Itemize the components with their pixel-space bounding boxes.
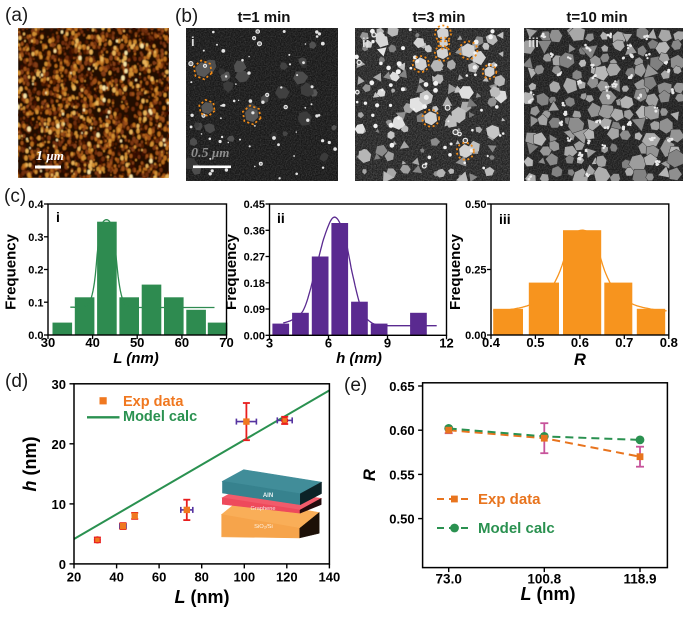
svg-text:(c): (c) <box>4 186 26 207</box>
svg-text:10: 10 <box>52 497 66 512</box>
svg-text:0.50: 0.50 <box>465 199 486 211</box>
svg-text:60: 60 <box>175 335 189 350</box>
svg-text:iii: iii <box>499 211 511 227</box>
svg-text:0.09: 0.09 <box>244 304 265 316</box>
svg-text:30: 30 <box>41 335 55 350</box>
svg-text:(d): (d) <box>5 371 28 392</box>
svg-text:i: i <box>56 209 60 225</box>
svg-text:Exp data: Exp data <box>123 394 184 410</box>
svg-text:Exp data: Exp data <box>478 491 541 508</box>
svg-text:i: i <box>191 34 195 49</box>
svg-text:30: 30 <box>52 377 66 392</box>
svg-text:0.00: 0.00 <box>244 331 265 343</box>
svg-text:12: 12 <box>439 335 453 350</box>
svg-text:0.1: 0.1 <box>28 297 43 309</box>
svg-text:SiO₂/Si: SiO₂/Si <box>254 524 273 530</box>
svg-text:0.45: 0.45 <box>244 199 265 211</box>
svg-text:120: 120 <box>276 569 298 584</box>
svg-text:0.5 μm: 0.5 μm <box>191 145 229 161</box>
svg-text:0.00: 0.00 <box>465 330 486 342</box>
svg-text:Frequency: Frequency <box>447 233 464 310</box>
svg-text:R: R <box>361 469 379 481</box>
svg-text:0.55: 0.55 <box>389 467 414 482</box>
svg-text:Model calc: Model calc <box>123 409 197 425</box>
svg-text:0.65: 0.65 <box>389 379 414 394</box>
svg-text:0.4: 0.4 <box>28 199 44 211</box>
svg-text:L (nm): L (nm) <box>113 350 159 367</box>
svg-text:t=3 min: t=3 min <box>413 9 466 26</box>
svg-text:1 μm: 1 μm <box>36 148 64 164</box>
svg-text:ii: ii <box>277 210 285 226</box>
svg-text:(e): (e) <box>344 375 367 396</box>
svg-text:0.7: 0.7 <box>615 335 633 350</box>
svg-text:70: 70 <box>219 335 233 350</box>
svg-text:(b): (b) <box>175 6 198 27</box>
svg-text:(a): (a) <box>5 5 28 26</box>
svg-text:t=10 min: t=10 min <box>566 9 627 26</box>
svg-text:L (nm): L (nm) <box>175 587 230 607</box>
svg-text:9: 9 <box>384 335 391 350</box>
svg-text:0.50: 0.50 <box>389 512 414 527</box>
svg-text:Graphene: Graphene <box>251 506 276 512</box>
svg-text:3: 3 <box>266 335 273 350</box>
svg-text:40: 40 <box>85 335 99 350</box>
svg-text:0.0: 0.0 <box>28 330 43 342</box>
svg-text:0.36: 0.36 <box>244 226 265 238</box>
svg-text:0.3: 0.3 <box>28 232 43 244</box>
svg-text:0: 0 <box>59 557 66 572</box>
svg-text:0.5: 0.5 <box>526 335 544 350</box>
svg-text:h (nm): h (nm) <box>336 350 382 367</box>
svg-text:80: 80 <box>194 569 208 584</box>
svg-text:0.6: 0.6 <box>571 335 589 350</box>
svg-text:0.8: 0.8 <box>660 335 678 350</box>
svg-text:60: 60 <box>152 569 166 584</box>
svg-text:20: 20 <box>52 437 66 452</box>
svg-text:0.18: 0.18 <box>244 278 265 290</box>
svg-text:0.25: 0.25 <box>465 265 486 277</box>
svg-text:118.9: 118.9 <box>623 572 656 587</box>
svg-text:40: 40 <box>109 569 123 584</box>
svg-text:0.2: 0.2 <box>28 265 43 277</box>
svg-text:t=1 min: t=1 min <box>238 9 291 26</box>
svg-text:Model calc: Model calc <box>478 520 555 537</box>
svg-text:50: 50 <box>130 335 144 350</box>
svg-text:L (nm): L (nm) <box>521 584 576 604</box>
svg-text:0.27: 0.27 <box>244 252 265 264</box>
svg-text:iii: iii <box>528 35 539 50</box>
svg-text:73.0: 73.0 <box>436 572 462 587</box>
svg-text:0.4: 0.4 <box>482 335 501 350</box>
svg-text:ii: ii <box>362 35 369 50</box>
svg-text:100: 100 <box>233 569 255 584</box>
svg-text:140: 140 <box>319 569 341 584</box>
svg-text:h (nm): h (nm) <box>20 437 40 492</box>
svg-text:AlN: AlN <box>263 493 273 499</box>
svg-text:6: 6 <box>325 335 332 350</box>
svg-text:0.60: 0.60 <box>389 423 414 438</box>
svg-text:Frequency: Frequency <box>3 233 20 310</box>
svg-text:20: 20 <box>67 569 81 584</box>
svg-text:R: R <box>574 351 586 369</box>
svg-text:Frequency: Frequency <box>223 233 240 310</box>
svg-text:100.8: 100.8 <box>527 572 561 587</box>
